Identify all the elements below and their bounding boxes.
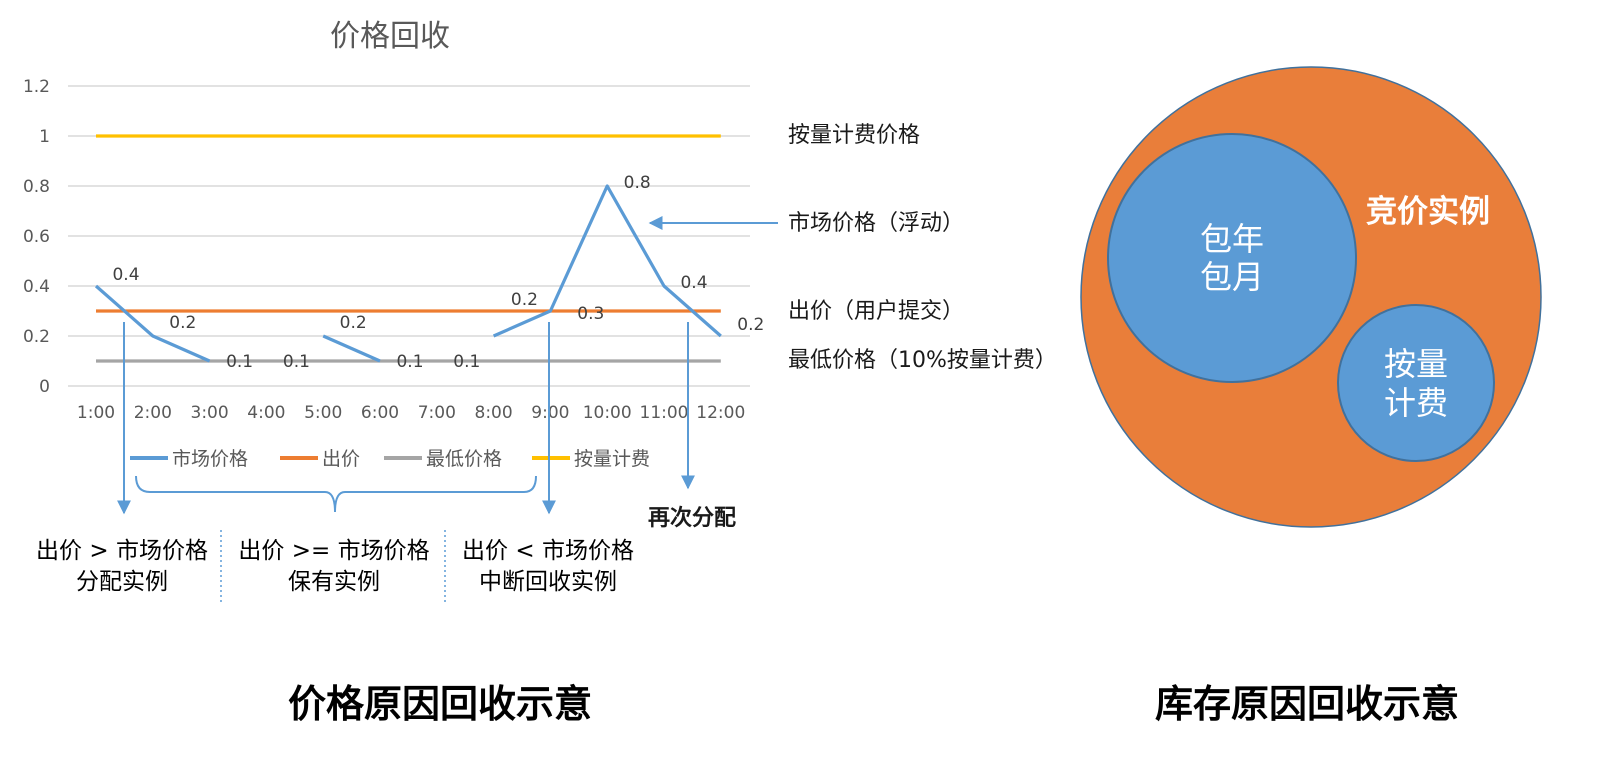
data-label-market: 0.1: [283, 352, 310, 372]
venn-inner-circle-payg: [1337, 304, 1495, 462]
footer-left-title: 价格原因回收示意: [288, 682, 592, 726]
y-tick-label: 1: [39, 127, 50, 147]
caption-interrupt-line1: 出价 < 市场价格: [462, 538, 634, 564]
legend-item-payg: 按量计费: [574, 448, 650, 470]
data-label-market: 0.4: [680, 273, 707, 293]
venn-outer-label: 竞价实例: [1366, 194, 1490, 230]
venn-inner1-line2: 包月: [1200, 258, 1264, 296]
y-tick-label: 0.8: [23, 177, 50, 197]
x-tick-label: 7:00: [418, 403, 456, 423]
x-axis-ticks: 1:00 2:00 3:00 4:00 5:00 6:00 7:00 8:00 9:00 10:0…: [77, 403, 745, 423]
brace: [135, 475, 537, 513]
caption-keep-line2: 保有实例: [288, 569, 380, 595]
x-tick-label: 12:00: [696, 403, 745, 423]
legend-item-market: 市场价格: [172, 448, 248, 470]
caption-keep-line1: 出价 >= 市场价格: [238, 538, 429, 564]
y-tick-label: 1.2: [23, 77, 50, 97]
series-line-0: [94, 284, 211, 363]
venn-inner1-line1: 包年: [1200, 220, 1264, 258]
data-label-market: 0.4: [112, 265, 139, 285]
x-tick-label: 1:00: [77, 403, 115, 423]
venn-inner2-line1: 按量: [1384, 345, 1448, 383]
annotation-reallocate: 再次分配: [648, 505, 736, 531]
series-line-0: [492, 184, 722, 338]
y-tick-label: 0: [39, 377, 50, 397]
x-tick-label: 3:00: [191, 403, 229, 423]
chart-title: 价格回收: [330, 19, 450, 54]
caption-allocate-line2: 分配实例: [76, 569, 168, 595]
venn-inner2-line2: 计费: [1384, 384, 1448, 422]
gridlines: [68, 85, 750, 387]
y-axis-ticks: 0 0.2 0.4 0.6 0.8 1 1.2: [23, 77, 50, 397]
annotation-payg-price: 按量计费价格: [788, 123, 920, 148]
annotation-min-price: 最低价格（10%按量计费）: [788, 348, 1057, 373]
data-label-market: 0.1: [226, 352, 253, 372]
x-tick-label: 10:00: [583, 403, 632, 423]
data-label-market: 0.2: [737, 315, 764, 335]
venn-inner-circle-subscription: [1107, 133, 1357, 383]
footer-right-title: 库存原因回收示意: [1155, 682, 1459, 726]
x-tick-label: 8:00: [475, 403, 513, 423]
y-tick-label: 0.2: [23, 327, 50, 347]
y-tick-label: 0.6: [23, 227, 50, 247]
data-label-market: 0.8: [624, 173, 651, 193]
legend: 市场价格 出价 最低价格 按量计费: [130, 448, 650, 470]
x-tick-label: 6:00: [361, 403, 399, 423]
x-tick-label: 11:00: [640, 403, 689, 423]
data-label-market: 0.2: [340, 313, 367, 333]
x-tick-label: 4:00: [247, 403, 285, 423]
caption-interrupt-line2: 中断回收实例: [479, 569, 617, 595]
venn-diagram: 竞价实例 包年 包月 按量 计费: [1080, 66, 1542, 528]
data-labels: 0.4 0.2 0.1 0.1 0.2 0.1 0.1 0.2 0.8 0.4 0.2 0.3: [112, 173, 764, 372]
data-label-market: 0.2: [169, 313, 196, 333]
legend-item-min: 最低价格: [426, 448, 502, 470]
data-label-market: 0.2: [511, 290, 538, 310]
x-tick-label: 5:00: [304, 403, 342, 423]
annotation-bid: 出价（用户提交）: [788, 299, 964, 324]
series-lines: [94, 134, 722, 363]
x-tick-label: 9:00: [531, 403, 569, 423]
series-line-0: [322, 334, 381, 363]
y-tick-label: 0.4: [23, 277, 50, 297]
data-label-market: 0.1: [396, 352, 423, 372]
data-label-market: 0.1: [453, 352, 480, 372]
x-tick-label: 2:00: [134, 403, 172, 423]
annotation-market-price: 市场价格（浮动）: [788, 211, 964, 236]
legend-item-bid: 出价: [322, 448, 360, 470]
data-label-bid: 0.3: [577, 304, 604, 324]
caption-allocate-line1: 出价 > 市场价格: [36, 538, 208, 564]
